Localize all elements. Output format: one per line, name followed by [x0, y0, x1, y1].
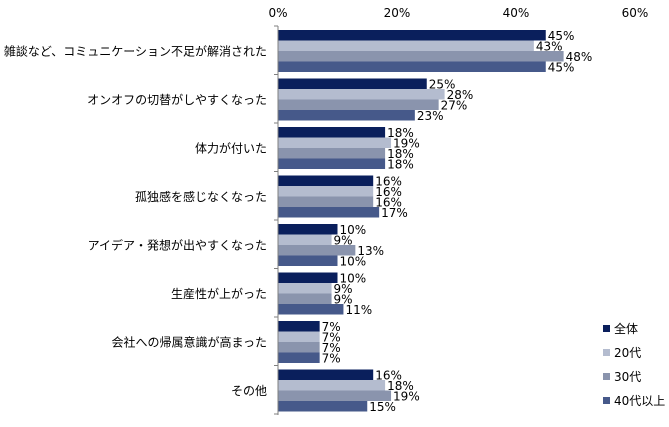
bar: [278, 61, 546, 72]
data-label: 7%: [322, 320, 341, 334]
bar: [278, 40, 534, 51]
data-label: 16%: [375, 185, 402, 199]
bar: [278, 401, 368, 412]
bar: [278, 207, 380, 218]
data-label: 43%: [536, 39, 563, 53]
legend-label: 30代: [614, 370, 641, 384]
category-labels: 雑談など、コミュニケーション不足が解消されたオンオフの切替がしやすくなった体力が…: [4, 43, 267, 398]
bar: [278, 224, 338, 235]
data-label: 28%: [447, 88, 474, 102]
data-label: 7%: [322, 330, 341, 344]
data-label: 18%: [387, 147, 414, 161]
legend-swatch: [603, 325, 610, 332]
legend-label: 20代: [614, 346, 641, 360]
data-label: 18%: [387, 126, 414, 140]
bar: [278, 127, 386, 138]
bar: [278, 148, 386, 159]
bar: [278, 255, 338, 266]
bar: [278, 137, 392, 148]
bar: [278, 175, 374, 186]
data-label: 15%: [369, 400, 396, 414]
category-label: その他: [231, 384, 267, 398]
bar: [278, 321, 320, 332]
bar: [278, 390, 392, 401]
y-axis: [274, 25, 279, 415]
data-label: 13%: [357, 244, 384, 258]
data-label: 17%: [381, 206, 408, 220]
category-label: 生産性が上がった: [171, 286, 267, 301]
data-label: 9%: [334, 233, 353, 247]
bar: [278, 352, 320, 363]
legend: 全体 20代 30代 40代以上: [603, 321, 665, 408]
data-label: 9%: [334, 282, 353, 296]
category-label: 孤独感を感じなくなった: [135, 189, 267, 204]
bar: [278, 234, 332, 245]
bar: [278, 380, 386, 391]
data-label: 23%: [417, 109, 444, 123]
legend-label: 40代以上: [614, 394, 665, 408]
x-tick-label: 20%: [384, 6, 411, 20]
bar: [278, 158, 386, 169]
bar: [278, 369, 374, 380]
bar: [278, 272, 338, 283]
data-label: 10%: [340, 223, 367, 237]
x-tick-label: 60%: [622, 6, 649, 20]
bar: [278, 283, 332, 294]
category-label: 体力が付いた: [195, 140, 267, 155]
bar: [278, 245, 356, 256]
bar: [278, 304, 344, 315]
legend-label: 全体: [614, 321, 638, 336]
data-label: 48%: [566, 50, 593, 64]
data-label: 18%: [387, 157, 414, 171]
category-label: オンオフの切替がしやすくなった: [87, 92, 267, 107]
data-label: 16%: [375, 368, 402, 382]
legend-swatch: [603, 373, 610, 380]
data-label: 19%: [393, 136, 420, 150]
data-label: 16%: [375, 195, 402, 209]
data-label: 9%: [334, 292, 353, 306]
bar: [278, 89, 445, 100]
data-label: 18%: [387, 379, 414, 393]
bar: [278, 78, 427, 89]
bar: [278, 99, 439, 110]
bar: [278, 110, 415, 121]
category-label: アイデア・発想が出やすくなった: [88, 237, 267, 252]
category-label: 雑談など、コミュニケーション不足が解消された: [4, 43, 267, 58]
bar: [278, 186, 374, 197]
x-tick-label: 0%: [268, 6, 287, 20]
bars: [278, 30, 564, 412]
bar: [278, 331, 320, 342]
data-label: 10%: [340, 254, 367, 268]
legend-swatch: [603, 397, 610, 404]
data-label: 19%: [393, 389, 420, 403]
data-label: 10%: [340, 271, 367, 285]
x-axis-ticks: 0% 20% 40% 60%: [268, 6, 648, 20]
data-label: 45%: [548, 29, 575, 43]
data-label: 25%: [429, 77, 456, 91]
data-label: 7%: [322, 341, 341, 355]
data-labels: 45%43%48%45%25%28%27%23%18%19%18%18%16%1…: [322, 29, 593, 414]
data-label: 27%: [441, 98, 468, 112]
bar: [278, 293, 332, 304]
bar: [278, 196, 374, 207]
legend-swatch: [603, 349, 610, 356]
bar: [278, 51, 564, 62]
data-label: 16%: [375, 174, 402, 188]
bar: [278, 342, 320, 353]
data-label: 45%: [548, 60, 575, 74]
data-label: 7%: [322, 351, 341, 365]
category-label: 会社への帰属意識が高まった: [111, 334, 267, 349]
x-tick-label: 40%: [503, 6, 530, 20]
data-label: 11%: [345, 303, 372, 317]
bar: [278, 30, 546, 41]
